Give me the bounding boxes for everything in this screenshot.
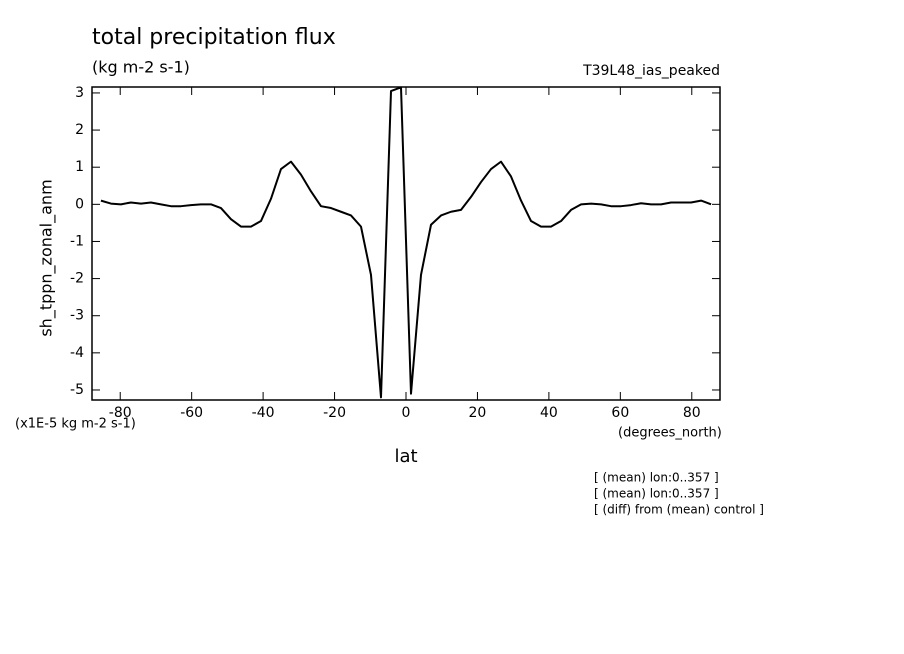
x-tick-label: 20 <box>469 405 487 421</box>
y-tick-label: 2 <box>75 122 84 138</box>
x-tick-label: -40 <box>252 405 275 421</box>
y-axis-label: sh_tppn_zonal_anm <box>37 179 57 336</box>
x-tick-label: 40 <box>540 405 558 421</box>
x-tick-label: -60 <box>180 405 203 421</box>
note: [ (diff) from (mean) control ] <box>594 503 764 517</box>
x-units: (degrees_north) <box>618 426 722 441</box>
x-axis-label: lat <box>394 446 417 467</box>
x-tick-label: -20 <box>323 405 346 421</box>
data-line <box>100 86 712 399</box>
y-units: (x1E-5 kg m-2 s-1) <box>15 417 136 432</box>
y-tick-label: -2 <box>70 271 84 287</box>
chart-subtitle: (kg m-2 s-1) <box>92 58 190 77</box>
x-tick-label: 0 <box>402 405 411 421</box>
y-tick-label: -1 <box>70 233 84 249</box>
note: [ (mean) lon:0..357 ] <box>594 487 719 501</box>
chart-title: total precipitation flux <box>92 25 336 50</box>
y-tick-label: -3 <box>70 308 84 324</box>
x-tick-label: 80 <box>683 405 701 421</box>
y-tick-label: 0 <box>75 196 84 212</box>
run-label: T39L48_ias_peaked <box>582 63 720 79</box>
y-tick-label: 3 <box>75 85 84 101</box>
y-tick-label: -5 <box>70 382 84 398</box>
x-tick-label: 60 <box>611 405 629 421</box>
y-tick-label: 1 <box>75 159 84 175</box>
x-tick-label: -80 <box>109 405 132 421</box>
y-tick-label: -4 <box>70 345 84 361</box>
note: [ (mean) lon:0..357 ] <box>594 471 719 485</box>
